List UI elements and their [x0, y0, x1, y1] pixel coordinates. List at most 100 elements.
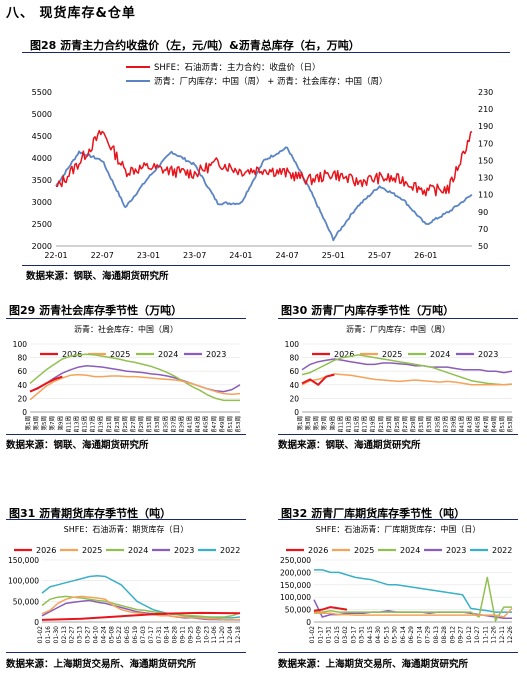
legend-label-price: SHFE：石油沥青：主力合约：收盘价（日）: [154, 62, 321, 73]
x-tick: 11-26: [491, 626, 498, 644]
x-tick: 第31周: [417, 416, 425, 432]
y-tick: 20: [17, 394, 27, 403]
x-tick: 第15周: [353, 416, 361, 432]
x-tick: 25-07: [368, 251, 391, 260]
x-tick: 第17周: [89, 416, 97, 432]
x-tick: 第25周: [121, 416, 129, 432]
series-2025: [314, 607, 513, 618]
x-tick: 第47周: [210, 416, 218, 432]
x-tick: 22-01: [44, 251, 67, 260]
section-title: 八、 现货库存&仓单: [6, 6, 136, 21]
x-tick: 10-23: [203, 626, 210, 644]
y-tick: 40: [17, 381, 27, 390]
x-tick: 03-27: [85, 626, 92, 644]
y-tick: 0: [294, 408, 299, 417]
x-tick: 第41周: [186, 416, 194, 432]
x-tick: 第7周: [48, 416, 56, 431]
x-tick: 04-24: [100, 626, 107, 644]
y-left-tick: 5000: [32, 110, 52, 119]
x-tick: 01-30: [53, 626, 60, 644]
fig29-source: 数据来源：钢联、海通期货研究所: [6, 440, 149, 451]
fig28-chart: SHFE：石油沥青：主力合约：收盘价（日） 沥青：厂内库存：中国（周） + 沥青：…: [32, 62, 494, 260]
x-tick: 第45周: [474, 416, 482, 432]
series-2024: [314, 576, 512, 622]
y-tick: 250,000: [280, 556, 311, 565]
y-tick: 100: [285, 340, 300, 349]
y-tick: 80: [289, 354, 299, 363]
y-right-tick: 110: [478, 191, 493, 200]
x-tick: 第5周: [40, 416, 48, 431]
legend-label-2024: 2024: [158, 350, 178, 359]
x-tick: 06-05: [124, 626, 131, 644]
fig29-chart: 沥青：社会库存：中国（周） 2026 2025 2024 2023 0 20 40 60 80 10…: [13, 324, 242, 432]
x-tick: 10-12: [466, 626, 473, 644]
x-tick: 第19周: [369, 416, 377, 432]
x-tick: 第17周: [361, 416, 369, 432]
x-tick: 第39周: [177, 416, 185, 432]
x-tick: 第27周: [401, 416, 409, 432]
x-tick: 第27周: [129, 416, 137, 432]
x-tick: 05-30: [392, 626, 399, 644]
series-2025: [29, 373, 241, 401]
y-tick: 60: [17, 367, 27, 376]
x-tick: 04-30: [375, 626, 382, 644]
series-2026: [301, 373, 335, 386]
legend-label-2023: 2023: [446, 546, 466, 555]
x-tick: 第15周: [81, 416, 89, 432]
x-tick: 第51周: [498, 416, 506, 432]
y-right-tick: 50: [478, 242, 488, 251]
x-tick: 第9周: [328, 416, 336, 431]
x-tick: 10-09: [195, 626, 202, 644]
x-tick: 03-17: [350, 626, 357, 644]
x-tick: 第37周: [441, 416, 449, 432]
x-tick: 第21周: [377, 416, 385, 432]
legend-label-2022: 2022: [492, 546, 512, 555]
x-tick: 第49周: [490, 416, 498, 432]
x-tick: 第21周: [105, 416, 113, 432]
fig31-chart: SHFE：石油沥青：期货库存（日） 2026 2025 2024 2023 2022 0 50…: [8, 524, 242, 644]
x-tick: 01-16: [45, 626, 52, 644]
y-tick: 100,000: [280, 593, 311, 602]
fig28-title: 图28 沥青主力合约收盘价（左，元/吨）&沥青总库存（右，万吨）: [30, 39, 360, 52]
x-tick: 23-01: [137, 251, 160, 260]
fig32-title: 图32 沥青厂库期货库存季节性（吨）: [281, 507, 466, 520]
x-tick: 第29周: [137, 416, 145, 432]
x-tick: 05-15: [383, 626, 390, 644]
legend-label-2022: 2022: [220, 546, 240, 555]
x-tick: 01-02: [309, 626, 316, 644]
chart-subtitle: SHFE：石油沥青：厂库期货库存：中国（日）: [316, 524, 481, 534]
x-tick: 22-07: [91, 251, 114, 260]
x-tick: 25-01: [322, 251, 345, 260]
x-tick: 12-26: [507, 626, 514, 644]
x-tick: 第53周: [234, 416, 242, 432]
series-2026: [29, 375, 63, 393]
x-tick: 第19周: [97, 416, 105, 432]
legend-label-inventory: 沥青：厂内库存：中国（周） + 沥青：社会库存：中国（周）: [154, 76, 388, 87]
series-2024: [301, 354, 513, 386]
x-tick: 02-27: [69, 626, 76, 644]
fig28-source: 数据来源：钢联、海通期货研究所: [26, 271, 169, 282]
x-tick: 第39周: [449, 416, 457, 432]
x-tick: 第31周: [145, 416, 153, 432]
x-tick: 第35周: [433, 416, 441, 432]
x-tick: 第35周: [161, 416, 169, 432]
x-tick: 第13周: [72, 416, 80, 432]
y-right-tick: 230: [478, 88, 493, 97]
x-tick: 03-31: [359, 626, 366, 644]
chart-subtitle: 沥青：社会库存：中国（周）: [74, 324, 178, 334]
x-tick: 第47周: [482, 416, 490, 432]
fig30-bottom-rule: [278, 434, 518, 435]
y-left-tick: 4000: [32, 154, 52, 163]
x-tick: 05-08: [108, 626, 115, 644]
x-tick: 07-17: [148, 626, 155, 644]
x-tick: 第51周: [226, 416, 234, 432]
x-tick: 第23周: [113, 416, 121, 432]
x-tick: 第43周: [194, 416, 202, 432]
legend-label-2026: 2026: [334, 350, 354, 359]
y-tick: 0: [306, 618, 311, 627]
y-tick: 150,000: [8, 556, 39, 565]
series-2026: [41, 611, 241, 621]
x-tick: 08-28: [441, 626, 448, 644]
x-tick: 09-25: [187, 626, 194, 644]
fig31-source: 数据来源：上海期货交易所、海通期货研究所: [6, 659, 197, 670]
